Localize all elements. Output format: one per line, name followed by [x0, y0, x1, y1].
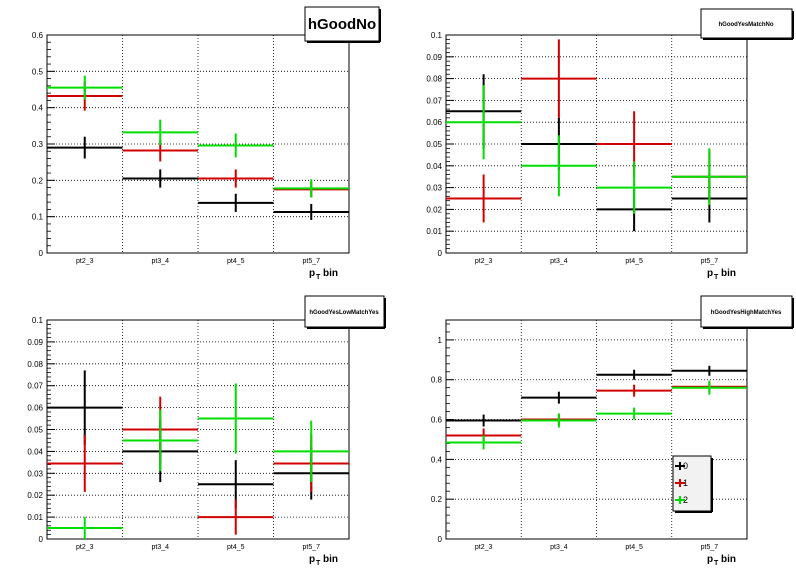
y-tick-label: 0.3 [32, 140, 44, 149]
y-tick-label: 0.01 [27, 513, 43, 522]
category-label: pt3_4 [151, 258, 169, 265]
y-tick-label: 0.1 [32, 316, 44, 325]
x-axis-suffix: bin [721, 268, 736, 279]
series-0 [47, 136, 349, 220]
category-label: pt2_3 [76, 544, 94, 551]
y-tick-label: 0 [438, 249, 443, 258]
x-axis-title: p [707, 554, 713, 565]
y-tick-label: 0.2 [32, 176, 44, 185]
series-2 [47, 383, 349, 539]
series-2 [446, 85, 747, 214]
category-label: pt4_5 [625, 258, 643, 265]
chart-panel-2: 0 0.01 0.02 0.03 0.04 0.05 0.06 0.07 0.08 0.09 0.1… [426, 8, 794, 281]
y-tick-label: 0.1 [431, 31, 443, 40]
x-axis-subscript: T [316, 274, 321, 281]
category-label: pt3_4 [550, 544, 568, 551]
y-tick-label: 0.08 [426, 75, 442, 84]
y-tick-label: 0.4 [32, 104, 44, 113]
category-label: pt5_7 [302, 258, 320, 265]
y-tick-label: 0.02 [426, 205, 442, 214]
category-label: pt4_5 [625, 544, 643, 551]
y-tick-label: 0 [438, 535, 443, 544]
y-tick-label: 0.05 [27, 426, 43, 435]
y-tick-label: 0.2 [431, 495, 443, 504]
x-axis-suffix: bin [323, 268, 338, 279]
y-tick-label: 0.09 [27, 338, 43, 347]
y-tick-label: 0.6 [431, 416, 443, 425]
legend-label: 1 [683, 478, 688, 488]
category-label: pt4_5 [227, 544, 245, 551]
x-axis-suffix: bin [323, 554, 338, 565]
y-tick-label: 0.03 [27, 469, 43, 478]
y-tick-label: 0.6 [32, 31, 44, 40]
title-box [700, 8, 793, 39]
x-axis-subscript: T [316, 560, 321, 567]
chart-title: hGoodYesHighMatchYes [711, 310, 782, 316]
y-tick-label: 1 [438, 336, 443, 345]
series-2 [47, 75, 349, 198]
y-tick-label: 0.06 [426, 118, 442, 127]
chart-panel-3: 0 0.01 0.02 0.03 0.04 0.05 0.06 0.07 0.08 0.09 0.1… [27, 295, 386, 567]
category-label: pt2_3 [475, 258, 493, 265]
x-axis-title: p [309, 268, 315, 279]
legend-label: 0 [683, 461, 688, 471]
chart-title: hGoodNo [308, 16, 376, 33]
y-tick-label: 0 [39, 249, 44, 258]
y-tick-label: 0.06 [27, 404, 43, 413]
y-tick-label: 0.1 [32, 213, 44, 222]
y-tick-label: 0.02 [27, 491, 43, 500]
y-tick-label: 0.01 [426, 227, 442, 236]
x-axis-title: p [707, 268, 713, 279]
category-label: pt5_7 [701, 544, 719, 551]
y-tick-label: 0.4 [431, 455, 443, 464]
y-tick-label: 0 [39, 535, 44, 544]
y-tick-label: 0.04 [27, 447, 43, 456]
category-label: pt5_7 [701, 258, 719, 265]
category-label: pt5_7 [302, 544, 320, 551]
chart-title: hGoodYesLowMatchYes [309, 310, 379, 316]
y-tick-label: 0.03 [426, 184, 442, 193]
category-label: pt3_4 [151, 544, 169, 551]
category-label: pt2_3 [76, 258, 94, 265]
y-tick-label: 0.05 [426, 140, 442, 149]
x-axis-title: p [309, 554, 315, 565]
y-tick-label: 0.8 [431, 376, 443, 385]
series-2 [446, 380, 747, 450]
x-axis-subscript: T [714, 560, 719, 567]
footer-strip [0, 562, 160, 572]
y-tick-label: 0.08 [27, 360, 43, 369]
y-tick-label: 0.5 [32, 67, 44, 76]
y-tick-label: 0.07 [426, 96, 442, 105]
chart-panel-1: 0 0.1 0.2 0.3 0.4 0.5 0.6 pt2_3 pt3_4 pt4_5 pt5_7p… [32, 6, 381, 281]
category-label: pt2_3 [475, 544, 493, 551]
x-axis-suffix: bin [721, 554, 736, 565]
y-tick-label: 0.04 [426, 162, 442, 171]
y-tick-label: 0.09 [426, 53, 442, 62]
series-0 [446, 365, 747, 427]
category-label: pt4_5 [227, 258, 245, 265]
x-axis-subscript: T [714, 274, 719, 281]
chart-title: hGoodYesMatchNo [718, 22, 773, 28]
y-tick-label: 0.07 [27, 382, 43, 391]
category-label: pt3_4 [550, 258, 568, 265]
legend-label: 2 [683, 495, 688, 505]
title-box [304, 6, 380, 42]
